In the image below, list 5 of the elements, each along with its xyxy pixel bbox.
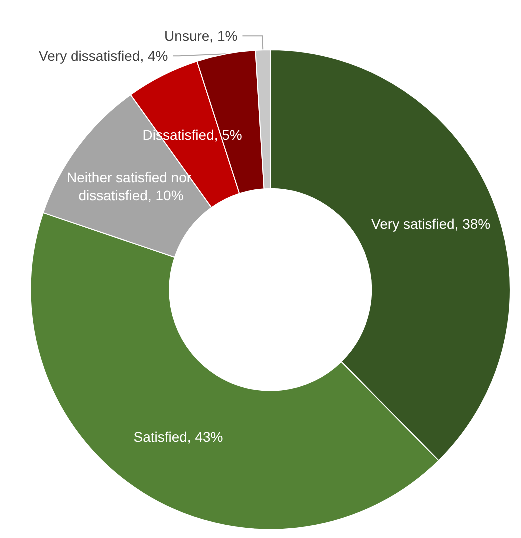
slice-label: Very dissatisfied, 4% — [39, 48, 168, 64]
slice-label: Neither satisfied nor dissatisfied, 10% — [67, 170, 196, 204]
slice-label: Satisfied, 43% — [134, 428, 224, 445]
slice-label: Unsure, 1% — [164, 28, 238, 44]
slice-label: Very satisfied, 38% — [372, 216, 491, 232]
